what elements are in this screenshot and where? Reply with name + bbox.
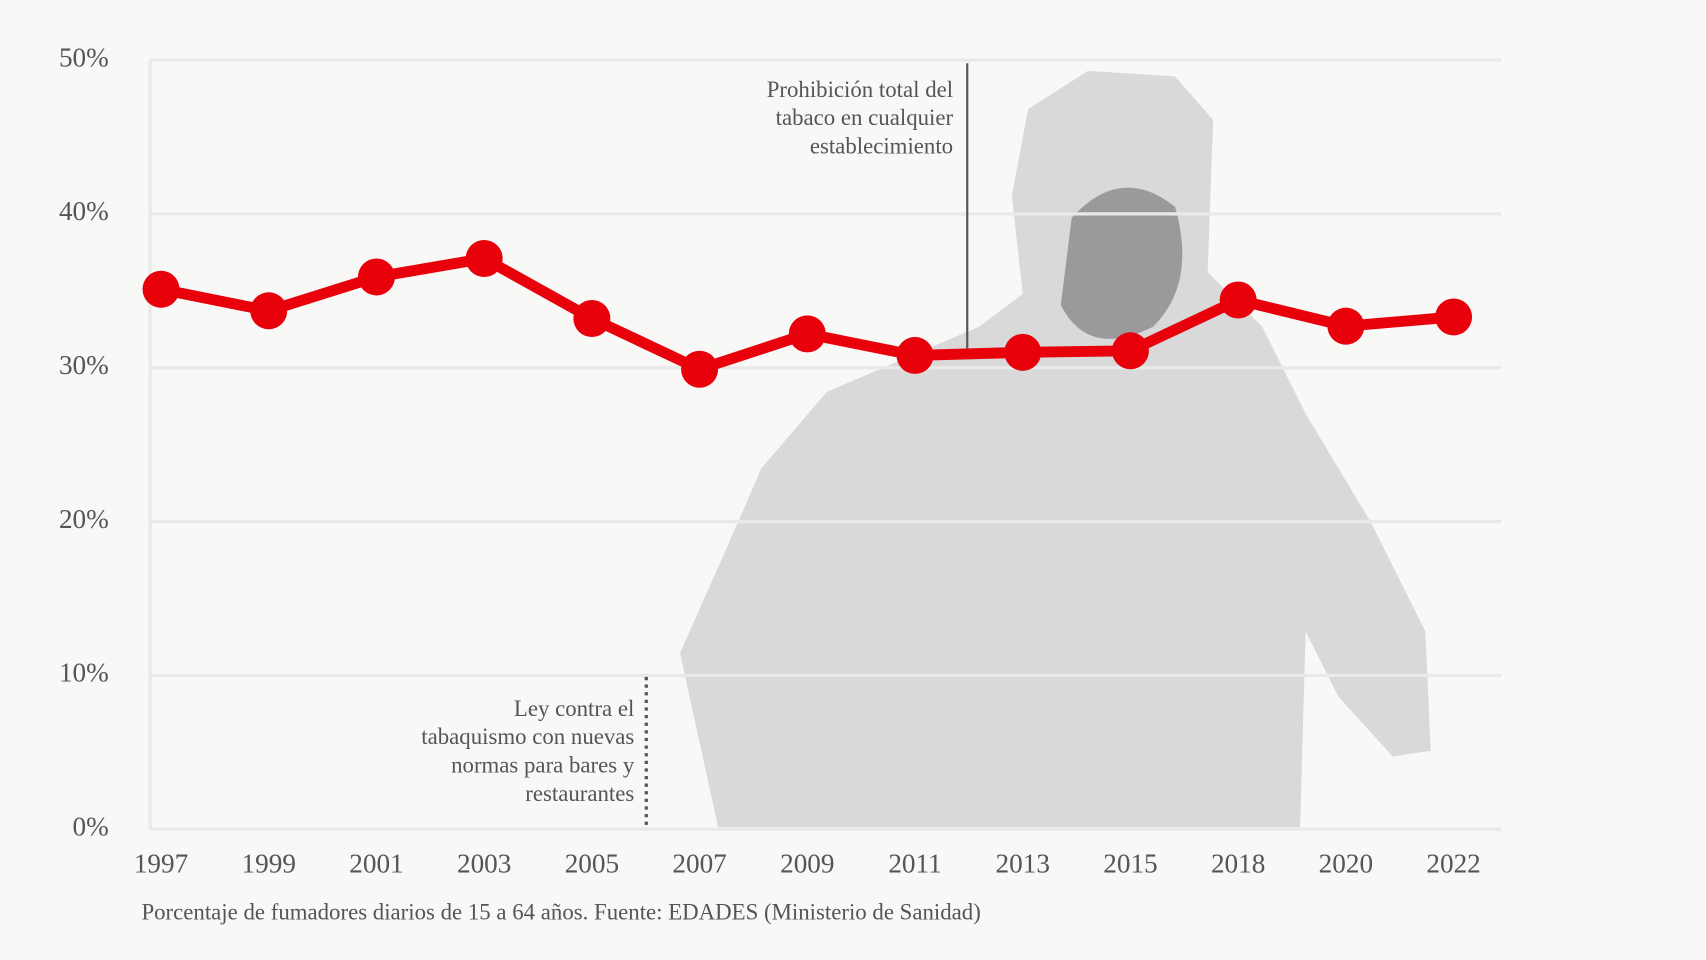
point <box>573 299 611 337</box>
point <box>465 239 503 277</box>
photo-silhouette <box>680 70 1431 828</box>
annotation-text: establecimiento <box>810 133 953 158</box>
x-tick-label: 2007 <box>672 848 726 878</box>
y-tick-label: 50% <box>59 42 109 72</box>
caption: Porcentaje de fumadores diarios de 15 a … <box>141 899 980 924</box>
x-tick-label: 2011 <box>888 848 941 878</box>
y-tick-label: 10% <box>59 658 109 688</box>
point <box>1219 281 1257 319</box>
annotation-text: Prohibición total del <box>767 77 953 102</box>
x-tick-label: 2015 <box>1103 848 1157 878</box>
y-tick-label: 40% <box>59 196 109 226</box>
point <box>681 350 719 388</box>
point <box>896 336 934 374</box>
x-tick-label: 1997 <box>134 848 188 878</box>
point <box>1435 298 1473 336</box>
y-tick-label: 0% <box>73 811 109 841</box>
point <box>1004 333 1042 371</box>
annotation-text: restaurantes <box>525 781 634 806</box>
annotation-text: Ley contra el <box>514 696 634 721</box>
annotation-text: tabaquismo con nuevas <box>421 724 634 749</box>
x-tick-label: 1999 <box>242 848 296 878</box>
point <box>357 258 395 296</box>
annotation-text: normas para bares y <box>451 752 635 777</box>
x-tick-label: 2013 <box>996 848 1050 878</box>
point <box>250 292 288 330</box>
x-tick-label: 2020 <box>1319 848 1373 878</box>
x-tick-label: 2005 <box>565 848 619 878</box>
y-tick-label: 30% <box>59 350 109 380</box>
photo-face <box>1060 187 1183 339</box>
point <box>788 315 826 353</box>
y-tick-label: 20% <box>59 504 109 534</box>
x-tick-label: 2001 <box>349 848 403 878</box>
photo-shape <box>680 70 1431 828</box>
x-tick-label: 2018 <box>1211 848 1265 878</box>
annotation-text: tabaco en cualquier <box>776 105 954 130</box>
point <box>1111 332 1149 370</box>
point <box>1327 307 1365 345</box>
point <box>142 270 180 308</box>
x-tick-label: 2009 <box>780 848 834 878</box>
x-tick-label: 2022 <box>1426 848 1480 878</box>
x-tick-label: 2003 <box>457 848 511 878</box>
